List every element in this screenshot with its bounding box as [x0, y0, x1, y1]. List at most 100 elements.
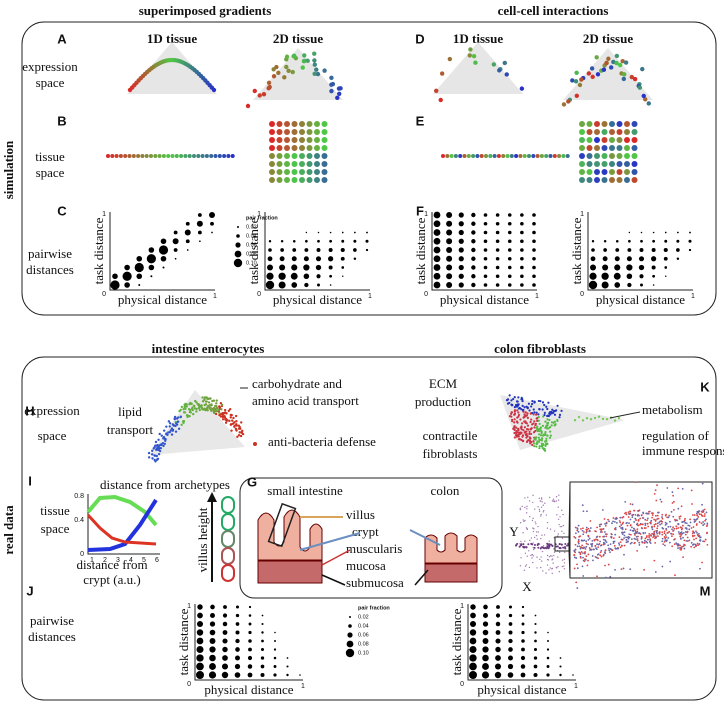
bubble [458, 264, 464, 271]
cell-dot [587, 559, 589, 562]
cell-dot [539, 154, 544, 158]
cell-dot [596, 526, 598, 529]
cell-dot [631, 161, 638, 167]
bubble [495, 621, 501, 627]
bubble [235, 613, 240, 618]
simplex [150, 390, 245, 455]
cell-dot [315, 71, 321, 77]
bubble [676, 257, 680, 260]
bubble [122, 271, 132, 281]
cell-dot [597, 415, 601, 418]
cell-dot [628, 522, 630, 525]
cell-dot [535, 413, 538, 416]
cell-dot [577, 541, 580, 544]
cell-dot [563, 562, 566, 564]
bubble [158, 245, 169, 255]
cell-dot [533, 426, 536, 429]
cell-dot [616, 121, 623, 127]
cell-dot [544, 154, 549, 158]
bubble [458, 247, 464, 253]
cell-dot [696, 542, 699, 545]
cell-dot [522, 154, 527, 158]
cell-dot [163, 429, 166, 432]
bubble [507, 213, 512, 217]
section-label: simulation [1, 140, 16, 199]
cell-dot [610, 532, 613, 535]
cell-dot [462, 154, 467, 158]
cell-dot [189, 411, 193, 414]
cell-dot [524, 540, 526, 542]
cell-dot [439, 71, 445, 76]
cell-dot [147, 451, 151, 455]
bubble [495, 646, 501, 653]
cell-dot [229, 423, 233, 427]
cell-dot [220, 408, 223, 411]
cell-dot [664, 521, 667, 524]
cell-dot [517, 396, 520, 399]
cell-dot [269, 177, 275, 183]
cell-dot [541, 498, 543, 500]
cell-dot [653, 523, 656, 526]
cell-dot [581, 504, 584, 507]
cell-dot [561, 154, 566, 158]
bubble [315, 264, 322, 271]
cell-dot [538, 445, 541, 448]
cell-dot [585, 540, 588, 543]
column-title: 2D tissue [583, 31, 633, 46]
cell-dot [537, 413, 540, 416]
cell-dot [603, 542, 606, 545]
cell-dot [513, 418, 516, 421]
bubble [495, 213, 500, 217]
row-label: distances [28, 629, 76, 644]
cell-dot [519, 86, 525, 91]
cell-dot [627, 540, 630, 543]
cell-dot [234, 414, 238, 418]
bubble [469, 637, 477, 645]
cell-dot [515, 544, 518, 547]
cell-dot [645, 540, 648, 543]
bubble [507, 230, 512, 235]
cell-dot [687, 524, 690, 527]
cell-dot [631, 177, 638, 183]
cell-dot [649, 521, 652, 524]
bubble [222, 638, 228, 644]
cell-dot [631, 145, 638, 151]
cell-dot [240, 431, 243, 434]
cell-dot [614, 60, 619, 66]
cell-dot [269, 145, 275, 151]
bubble [328, 256, 334, 262]
cell-dot [579, 553, 582, 556]
cell-dot [561, 537, 564, 539]
cell-dot [588, 530, 591, 533]
cell-dot [702, 524, 705, 526]
cell-dot [227, 409, 231, 413]
bubble [353, 239, 357, 243]
cell-dot [703, 540, 706, 543]
cell-dot [636, 538, 639, 540]
cell-dot [525, 440, 529, 444]
cell-dot [607, 518, 609, 521]
cell-dot [586, 528, 588, 531]
cell-dot [543, 413, 546, 417]
cell-dot [679, 535, 682, 538]
cell-dot [210, 403, 213, 406]
axis-title: physical distance [440, 292, 529, 307]
bubble [433, 229, 441, 236]
cell-dot [553, 413, 557, 416]
cell-dot [524, 506, 526, 509]
cell-dot [224, 421, 228, 424]
cell-dot [535, 154, 540, 158]
cell-dot [599, 554, 602, 557]
cell-dot [659, 523, 662, 526]
cell-dot [544, 502, 546, 504]
cell-dot [537, 419, 540, 422]
cell-dot [621, 533, 624, 536]
bubble [261, 622, 264, 626]
cell-dot [544, 444, 547, 447]
simplex [127, 42, 217, 94]
cell-dot [170, 427, 174, 430]
cell-dot [657, 535, 659, 538]
cell-dot [702, 521, 705, 523]
bubble [520, 664, 526, 669]
cell-dot [163, 442, 166, 446]
